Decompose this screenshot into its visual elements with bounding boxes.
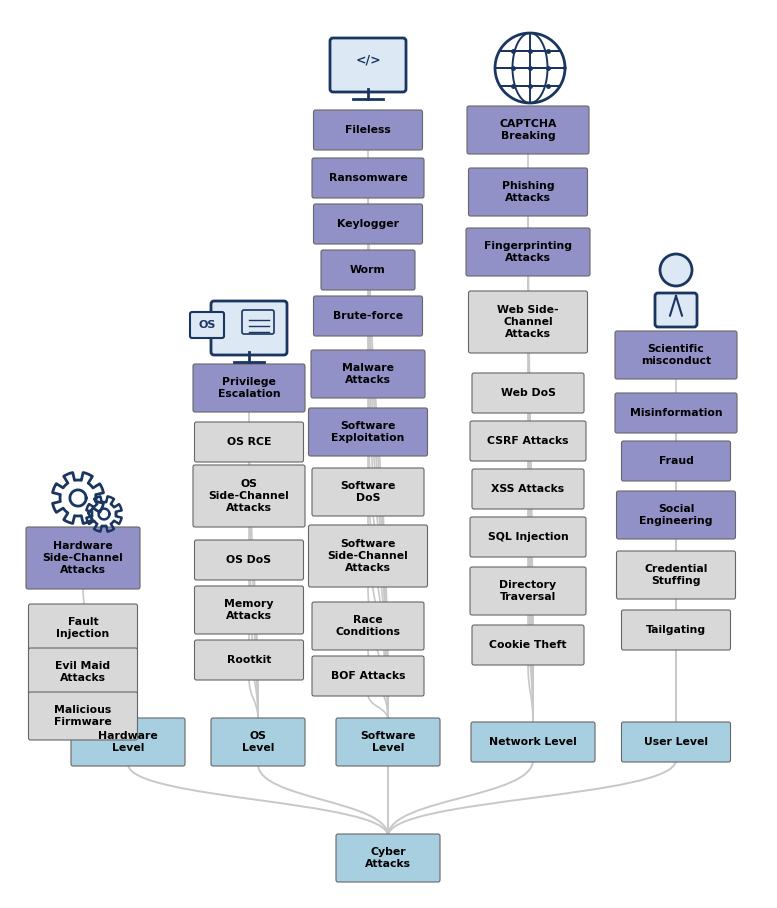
FancyBboxPatch shape	[29, 604, 138, 652]
FancyBboxPatch shape	[470, 517, 586, 557]
FancyBboxPatch shape	[313, 204, 423, 244]
Text: Directory
Traversal: Directory Traversal	[500, 580, 556, 602]
FancyBboxPatch shape	[194, 422, 304, 462]
FancyBboxPatch shape	[194, 586, 304, 634]
FancyBboxPatch shape	[313, 296, 423, 336]
FancyBboxPatch shape	[469, 291, 587, 353]
FancyBboxPatch shape	[616, 551, 736, 599]
Text: Misinformation: Misinformation	[629, 408, 723, 418]
FancyBboxPatch shape	[470, 421, 586, 461]
FancyBboxPatch shape	[622, 610, 730, 650]
Text: Social
Engineering: Social Engineering	[639, 504, 713, 526]
Text: Phishing
Attacks: Phishing Attacks	[502, 182, 554, 202]
Text: OS DoS: OS DoS	[227, 555, 271, 565]
FancyBboxPatch shape	[336, 718, 440, 766]
Text: Rootkit: Rootkit	[227, 655, 271, 665]
Text: </>: </>	[355, 54, 381, 66]
Text: Software
Level: Software Level	[361, 731, 416, 753]
FancyBboxPatch shape	[330, 38, 406, 92]
Text: CSRF Attacks: CSRF Attacks	[487, 436, 569, 446]
FancyBboxPatch shape	[313, 110, 423, 150]
Text: OS RCE: OS RCE	[227, 437, 271, 447]
Text: BOF Attacks: BOF Attacks	[331, 671, 406, 681]
FancyBboxPatch shape	[211, 718, 305, 766]
Text: OS
Side-Channel
Attacks: OS Side-Channel Attacks	[209, 479, 289, 513]
Text: XSS Attacks: XSS Attacks	[491, 484, 565, 494]
Text: Malware
Attacks: Malware Attacks	[342, 363, 394, 385]
FancyBboxPatch shape	[71, 718, 185, 766]
Text: Hardware
Level: Hardware Level	[98, 731, 158, 753]
FancyBboxPatch shape	[194, 540, 304, 580]
Text: Keylogger: Keylogger	[337, 219, 399, 229]
FancyBboxPatch shape	[321, 250, 415, 290]
Text: Fileless: Fileless	[345, 125, 391, 135]
FancyBboxPatch shape	[471, 722, 595, 762]
Text: Brute-force: Brute-force	[333, 311, 403, 321]
Text: Ransomware: Ransomware	[329, 173, 407, 183]
FancyBboxPatch shape	[472, 373, 584, 413]
Text: Software
Side-Channel
Attacks: Software Side-Channel Attacks	[328, 539, 409, 573]
FancyBboxPatch shape	[311, 350, 425, 398]
Text: Scientific
misconduct: Scientific misconduct	[641, 344, 711, 366]
FancyBboxPatch shape	[467, 106, 589, 154]
Text: Web Side-
Channel
Attacks: Web Side- Channel Attacks	[497, 305, 559, 339]
Text: OS
Level: OS Level	[242, 731, 274, 753]
Text: Race
Conditions: Race Conditions	[336, 616, 400, 637]
FancyBboxPatch shape	[312, 158, 424, 198]
FancyBboxPatch shape	[312, 468, 424, 516]
Text: Tailgating: Tailgating	[646, 625, 706, 635]
Text: CAPTCHA
Breaking: CAPTCHA Breaking	[500, 119, 556, 141]
Text: Credential
Stuffing: Credential Stuffing	[644, 564, 708, 586]
Text: OS: OS	[198, 320, 216, 330]
Text: Web DoS: Web DoS	[500, 388, 556, 398]
FancyBboxPatch shape	[469, 168, 587, 216]
Circle shape	[660, 254, 692, 286]
Text: Fault
Injection: Fault Injection	[57, 617, 110, 639]
FancyBboxPatch shape	[312, 656, 424, 696]
FancyBboxPatch shape	[615, 331, 737, 379]
FancyBboxPatch shape	[190, 312, 224, 338]
Text: Privilege
Escalation: Privilege Escalation	[218, 377, 280, 399]
FancyBboxPatch shape	[622, 722, 730, 762]
Text: Cookie Theft: Cookie Theft	[490, 640, 566, 650]
FancyBboxPatch shape	[466, 228, 590, 276]
Text: Hardware
Side-Channel
Attacks: Hardware Side-Channel Attacks	[43, 541, 124, 575]
Text: Software
Exploitation: Software Exploitation	[331, 421, 405, 443]
FancyBboxPatch shape	[211, 301, 287, 355]
Text: Evil Maid
Attacks: Evil Maid Attacks	[55, 661, 110, 683]
Text: Software
DoS: Software DoS	[340, 481, 395, 503]
FancyBboxPatch shape	[472, 625, 584, 665]
Text: Fingerprinting
Attacks: Fingerprinting Attacks	[484, 242, 572, 262]
FancyBboxPatch shape	[29, 648, 138, 696]
Text: SQL Injection: SQL Injection	[488, 532, 568, 542]
Text: Memory
Attacks: Memory Attacks	[225, 599, 274, 621]
FancyBboxPatch shape	[308, 408, 427, 456]
FancyBboxPatch shape	[336, 834, 440, 882]
FancyBboxPatch shape	[312, 602, 424, 650]
FancyBboxPatch shape	[472, 469, 584, 509]
FancyBboxPatch shape	[193, 364, 305, 412]
FancyBboxPatch shape	[470, 567, 586, 615]
FancyBboxPatch shape	[242, 310, 274, 334]
Text: Worm: Worm	[350, 265, 386, 275]
FancyBboxPatch shape	[29, 692, 138, 740]
FancyBboxPatch shape	[615, 393, 737, 433]
FancyBboxPatch shape	[622, 441, 730, 481]
Text: Fraud: Fraud	[659, 456, 693, 466]
FancyBboxPatch shape	[26, 527, 140, 589]
FancyBboxPatch shape	[194, 640, 304, 680]
FancyBboxPatch shape	[616, 491, 736, 539]
Text: Malicious
Firmware: Malicious Firmware	[54, 706, 112, 726]
FancyBboxPatch shape	[193, 465, 305, 527]
FancyBboxPatch shape	[308, 525, 427, 587]
Text: Cyber
Attacks: Cyber Attacks	[365, 847, 411, 869]
Text: Network Level: Network Level	[490, 737, 577, 747]
FancyBboxPatch shape	[655, 293, 697, 327]
Text: User Level: User Level	[644, 737, 708, 747]
